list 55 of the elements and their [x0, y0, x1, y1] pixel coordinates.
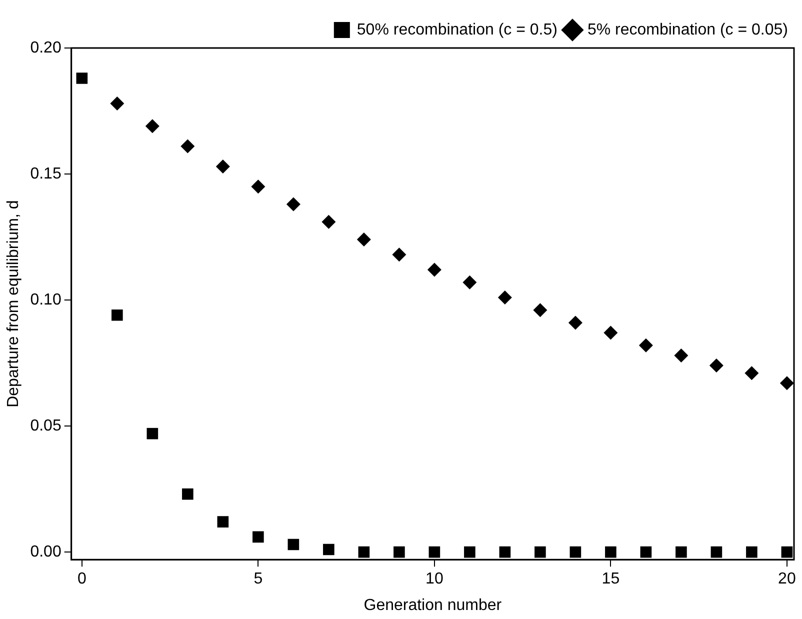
point — [533, 303, 548, 318]
y-tick-label: 0.00 — [30, 543, 62, 560]
point — [674, 348, 688, 362]
point — [780, 376, 794, 390]
point — [638, 338, 653, 352]
point — [76, 72, 88, 84]
point — [217, 516, 229, 528]
point — [462, 275, 477, 290]
point — [604, 326, 618, 340]
point — [570, 546, 582, 558]
legend-label: 50% recombination (c = 0.5) — [356, 21, 558, 38]
x-tick-label: 0 — [77, 570, 86, 588]
point — [498, 290, 512, 304]
point — [146, 428, 158, 440]
point — [427, 262, 442, 277]
x-tick-label: 15 — [602, 570, 620, 588]
x-tick-label: 10 — [426, 570, 444, 588]
point — [251, 180, 266, 194]
point — [216, 159, 230, 174]
point — [288, 538, 300, 550]
point — [358, 546, 370, 558]
point — [145, 119, 160, 134]
y-axis-title: Departure from equilibrium, d — [5, 200, 22, 408]
legend-label: 5% recombination (c = 0.05) — [587, 21, 788, 38]
x-tick-label: 5 — [254, 570, 263, 588]
point — [710, 546, 722, 558]
y-tick-label: 0.15 — [30, 165, 62, 182]
point — [110, 96, 124, 110]
point — [499, 546, 511, 558]
point — [394, 546, 405, 558]
point — [534, 546, 546, 558]
point — [112, 309, 123, 321]
point — [323, 544, 334, 556]
point — [568, 316, 582, 330]
x-tick-label: 20 — [778, 570, 796, 588]
point — [746, 546, 758, 558]
point — [392, 248, 406, 262]
point — [428, 546, 440, 558]
y-tick-label: 0.05 — [30, 417, 62, 434]
point — [709, 358, 724, 373]
point — [676, 546, 687, 558]
point — [640, 546, 652, 558]
point — [744, 366, 759, 380]
point — [180, 139, 195, 154]
y-tick-label: 0.10 — [30, 291, 62, 308]
point — [464, 546, 476, 558]
point — [322, 214, 336, 229]
point — [605, 546, 616, 558]
point — [781, 546, 793, 558]
point — [356, 232, 371, 247]
y-tick-label: 0.20 — [30, 39, 62, 56]
point — [286, 197, 300, 212]
x-axis-title: Generation number — [364, 596, 502, 614]
point — [182, 488, 194, 500]
point — [252, 531, 264, 543]
